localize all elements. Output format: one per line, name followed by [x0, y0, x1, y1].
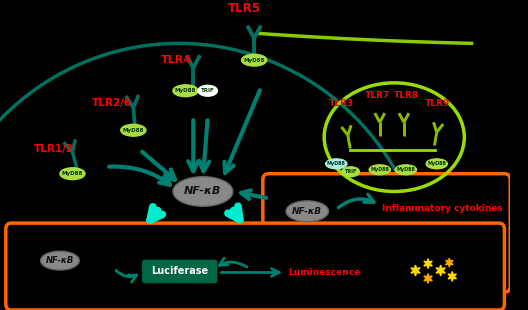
Text: NF-κB: NF-κB [184, 187, 222, 197]
Text: Luminescence: Luminescence [288, 268, 360, 277]
Ellipse shape [60, 168, 85, 179]
Text: TLR3: TLR3 [328, 99, 354, 108]
Text: TLR2/6: TLR2/6 [92, 98, 132, 108]
Text: TLR8: TLR8 [394, 91, 419, 100]
Ellipse shape [173, 177, 233, 206]
Ellipse shape [426, 159, 447, 169]
Ellipse shape [342, 167, 360, 177]
Text: MyD88: MyD88 [370, 167, 389, 172]
FancyBboxPatch shape [263, 174, 510, 292]
Text: MyD88: MyD88 [427, 161, 446, 166]
Ellipse shape [121, 124, 146, 136]
Ellipse shape [286, 201, 328, 222]
Text: TLR4: TLR4 [162, 55, 193, 65]
Text: MyD88: MyD88 [397, 167, 416, 172]
Ellipse shape [173, 85, 198, 97]
Text: MyD88: MyD88 [243, 58, 265, 63]
Ellipse shape [369, 165, 390, 175]
Ellipse shape [198, 85, 218, 96]
Text: NF-κB: NF-κB [292, 207, 322, 216]
Polygon shape [436, 265, 445, 276]
Text: TRIF: TRIF [201, 88, 214, 93]
Text: MyD88: MyD88 [327, 161, 346, 166]
Text: MyD88: MyD88 [122, 128, 144, 133]
Text: Inflammatory cytokines: Inflammatory cytokines [382, 204, 503, 213]
FancyBboxPatch shape [142, 260, 218, 283]
Text: TLR7: TLR7 [365, 91, 391, 100]
Polygon shape [446, 258, 453, 267]
Text: NF-κB: NF-κB [46, 256, 74, 265]
Text: TRIF: TRIF [345, 169, 357, 174]
Polygon shape [424, 273, 432, 283]
Polygon shape [411, 265, 420, 276]
Text: MyD88: MyD88 [62, 171, 83, 176]
Text: MyD88: MyD88 [175, 88, 196, 93]
Text: TLR9: TLR9 [425, 99, 450, 108]
Ellipse shape [242, 54, 267, 66]
Text: TLR5: TLR5 [228, 2, 261, 15]
Polygon shape [448, 272, 456, 281]
Ellipse shape [41, 251, 79, 270]
Ellipse shape [395, 165, 417, 175]
Polygon shape [424, 259, 432, 268]
FancyBboxPatch shape [6, 223, 504, 310]
Text: Luciferase: Luciferase [151, 267, 208, 277]
Ellipse shape [326, 159, 347, 169]
Text: TLR1/2: TLR1/2 [34, 144, 74, 154]
